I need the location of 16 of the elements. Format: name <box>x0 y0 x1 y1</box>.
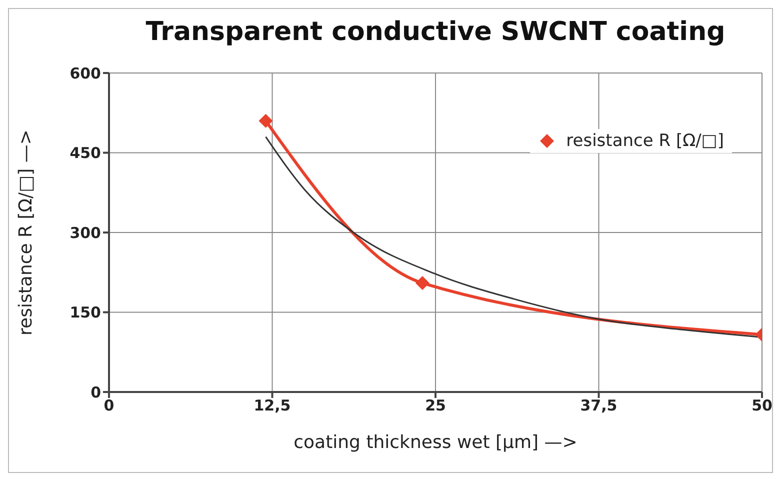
point <box>258 114 273 128</box>
chart-title: Transparent conductive SWCNT coating <box>144 17 726 47</box>
x-tick-label: 12,5 <box>254 396 291 415</box>
y-tick-label: 150 <box>70 304 101 322</box>
x-tick-label: 50 <box>752 396 772 415</box>
x-tick-label: 37,5 <box>580 396 618 415</box>
y-axis-title: resistance R [Ω/□] —> <box>15 130 36 336</box>
y-tick-label: 450 <box>70 144 101 162</box>
y-tick-label: 0 <box>90 383 101 402</box>
point <box>415 276 430 290</box>
y-tick-label: 600 <box>70 64 101 82</box>
x-tick-label: 25 <box>425 396 446 415</box>
y-tick-label: 300 <box>70 224 101 242</box>
x-tick-label: 0 <box>104 396 114 415</box>
x-axis-title: coating thickness wet [µm] —> <box>294 432 578 453</box>
legend-label: resistance R [Ω/□] <box>566 131 724 151</box>
